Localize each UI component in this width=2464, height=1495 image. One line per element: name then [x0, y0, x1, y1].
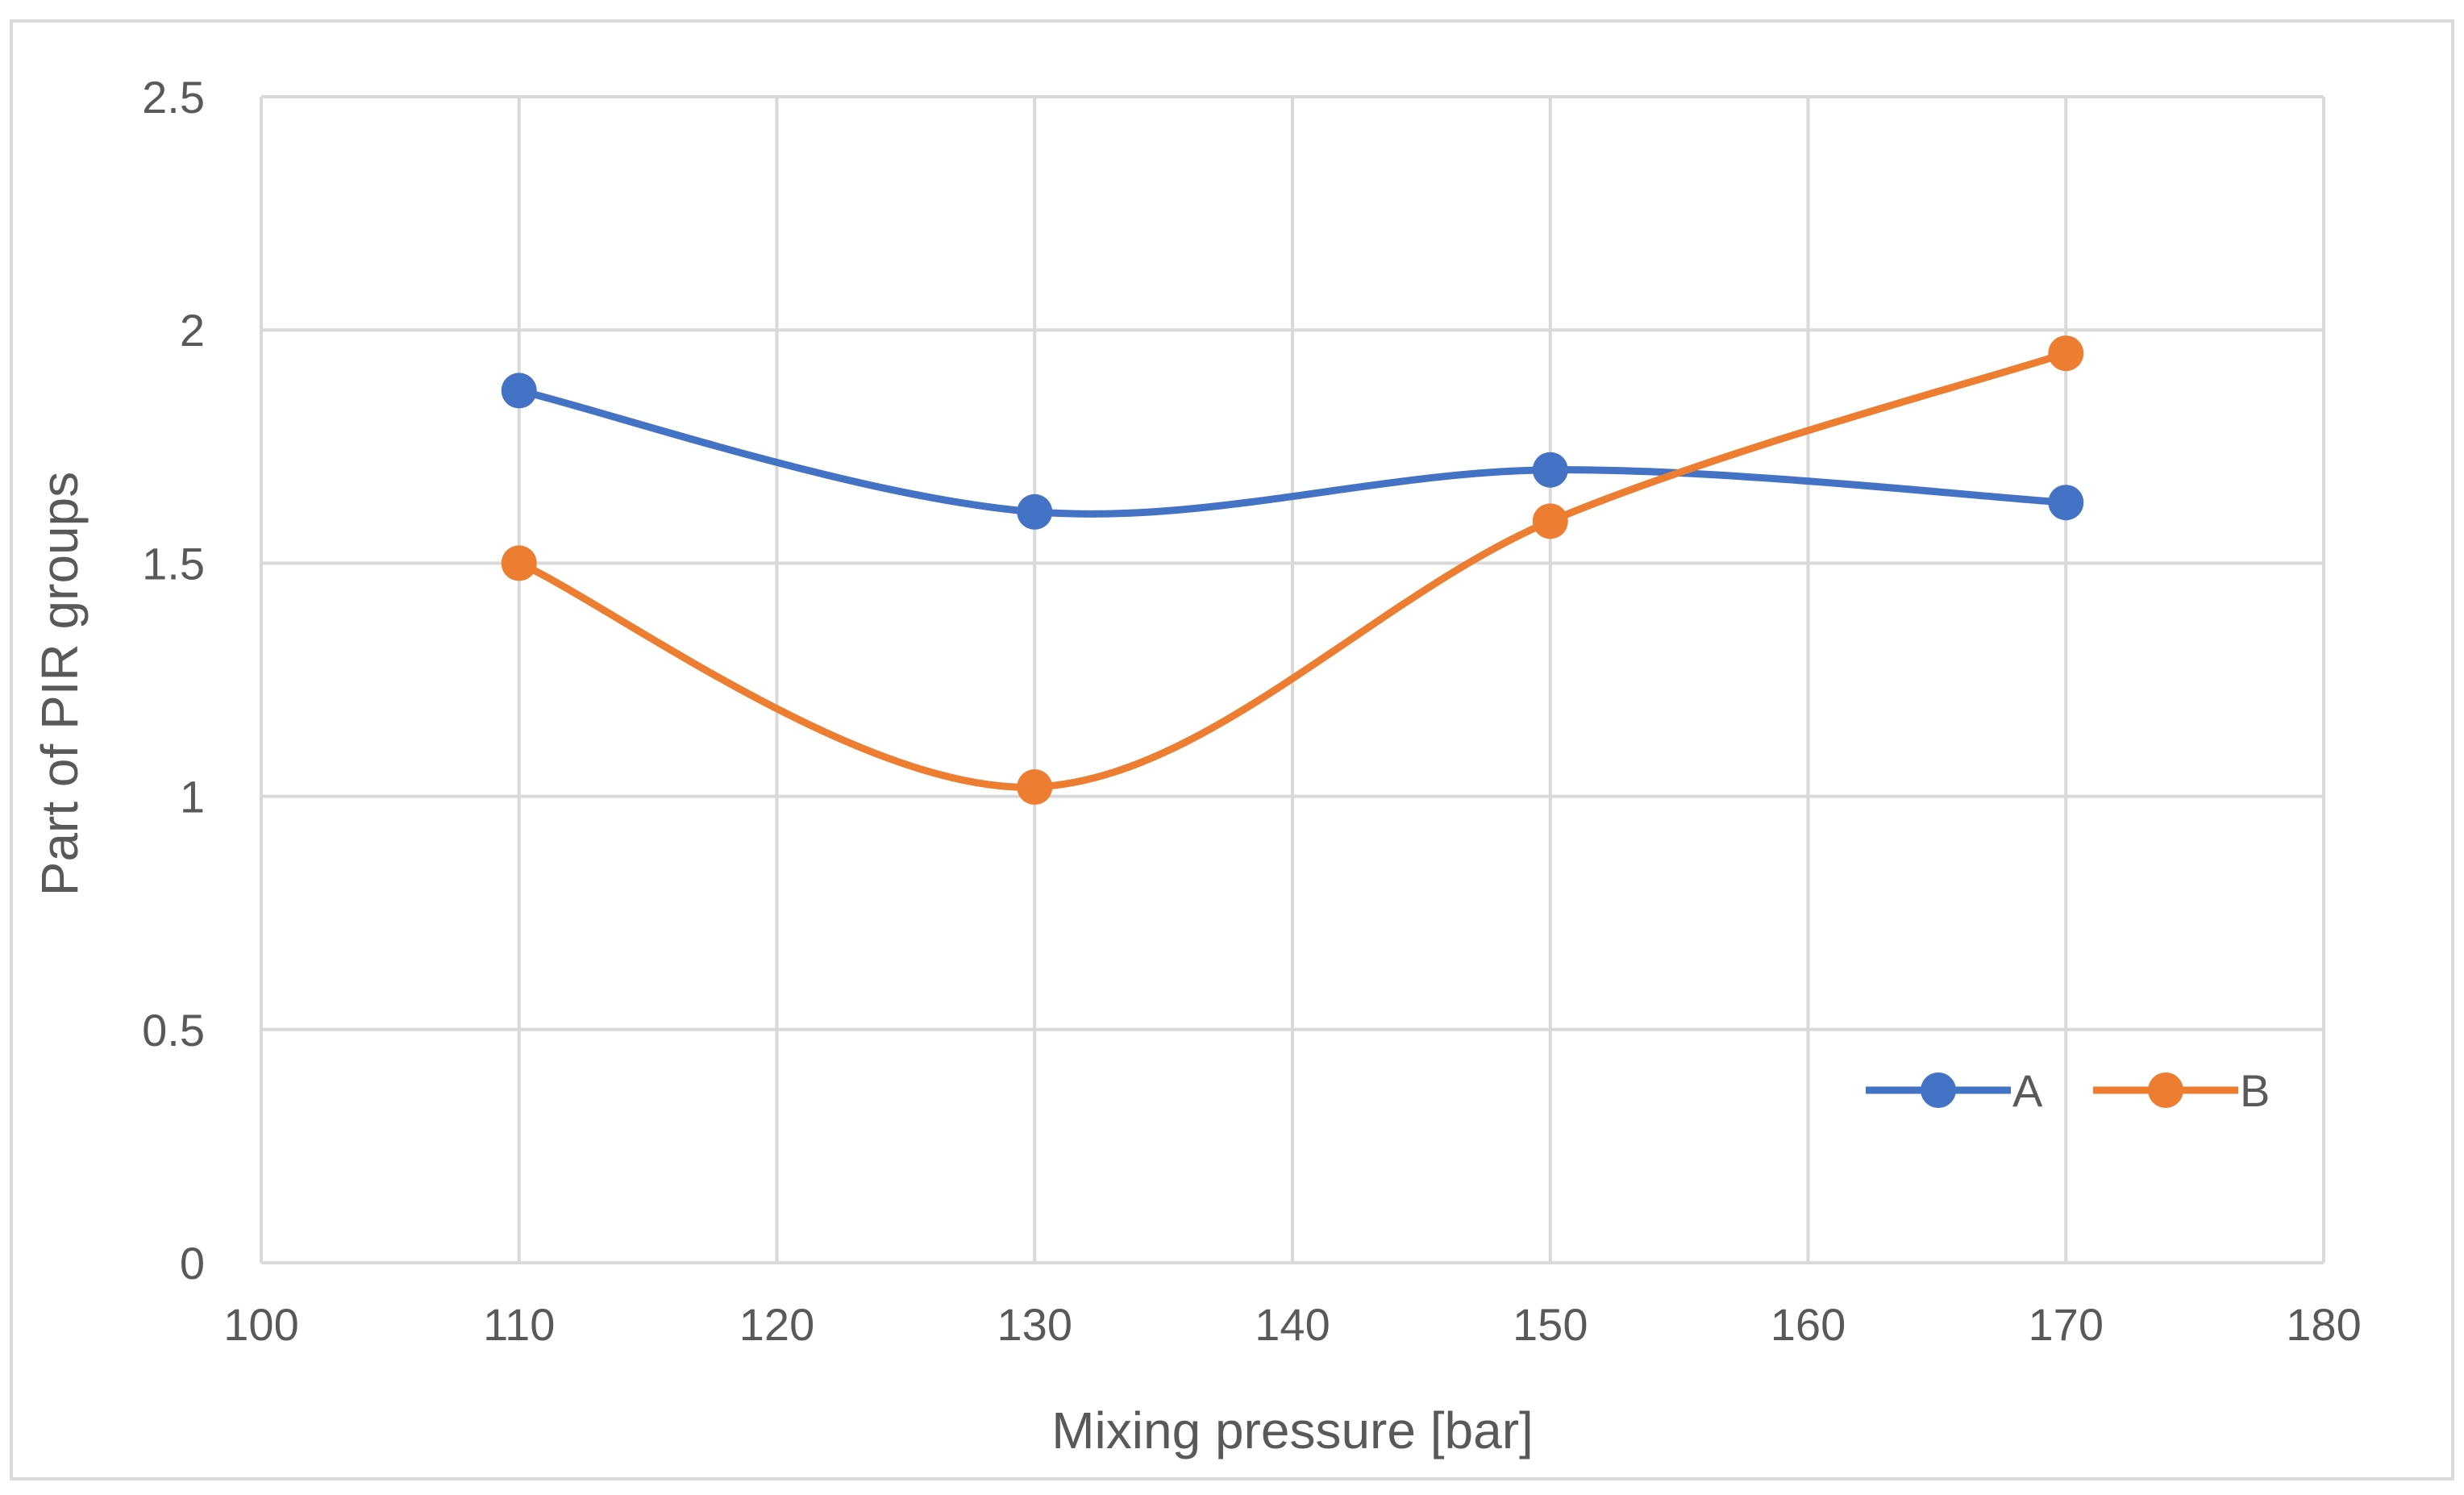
y-axis-ticks: 0 0.5 1 1.5 2 2.5: [142, 72, 205, 1289]
series-a: [501, 373, 2084, 530]
series-line-a: [515, 386, 2070, 518]
legend-item-a: A: [1866, 1065, 2043, 1116]
x-tick-label: 140: [1255, 1299, 1330, 1350]
y-tick-label: 1.5: [142, 538, 205, 589]
y-tick-label: 1: [180, 772, 205, 822]
series-line-b: [515, 349, 2070, 791]
y-tick-label: 0: [180, 1238, 205, 1289]
x-tick-label: 130: [997, 1299, 1072, 1350]
data-point-b: [2048, 335, 2084, 372]
data-point-b: [1532, 503, 1568, 539]
series-group: [501, 335, 2084, 806]
y-axis-title: Part of PIR groups: [31, 472, 89, 896]
series-b: [501, 335, 2084, 806]
x-axis-title: Mixing pressure [bar]: [1051, 1401, 1534, 1460]
data-point-a: [501, 373, 537, 409]
x-tick-label: 100: [223, 1299, 298, 1350]
data-point-b: [1017, 769, 1053, 806]
x-tick-label: 170: [2029, 1299, 2104, 1350]
data-point-b: [501, 545, 537, 581]
y-tick-label: 2.5: [142, 72, 205, 123]
legend-item-b: B: [2093, 1065, 2270, 1116]
data-point-a: [2048, 485, 2084, 521]
x-tick-label: 120: [739, 1299, 814, 1350]
data-point-a: [1532, 452, 1568, 488]
legend-marker-a: [1921, 1072, 1956, 1108]
x-tick-label: 160: [1771, 1299, 1846, 1350]
x-tick-label: 180: [2286, 1299, 2361, 1350]
data-point-a: [1017, 493, 1053, 530]
y-tick-label: 2: [180, 305, 205, 356]
chart-border: [10, 19, 2454, 1480]
legend-marker-b: [2148, 1072, 2183, 1108]
x-tick-label: 150: [1513, 1299, 1588, 1350]
x-tick-label: 110: [483, 1299, 555, 1350]
gridlines: [260, 95, 2325, 1264]
legend-label-b: B: [2240, 1065, 2270, 1116]
x-axis-ticks: 100 110 120 130 140 150 160 170 180: [223, 1299, 2361, 1350]
y-tick-label: 0.5: [142, 1005, 205, 1056]
legend-label-a: A: [2012, 1065, 2043, 1116]
